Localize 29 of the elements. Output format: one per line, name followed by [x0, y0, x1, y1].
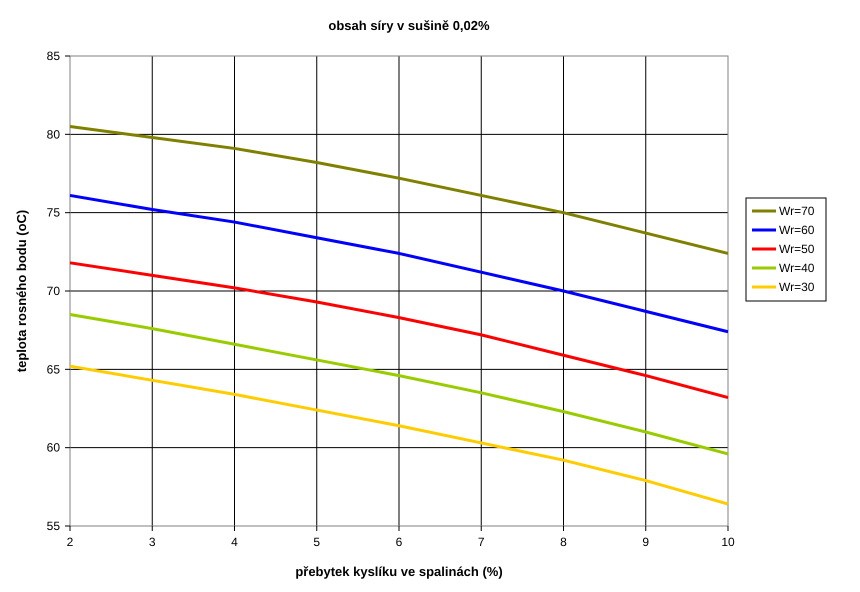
- line-series: [68, 261, 730, 400]
- x-tick-label: 2: [66, 535, 74, 549]
- legend-label: Wr=40: [779, 261, 815, 275]
- line-series: [68, 194, 730, 334]
- y-axis-title: teplota rosného bodu (oC): [14, 210, 29, 372]
- y-tick-label: 85: [46, 49, 60, 63]
- x-tick-label: 6: [396, 535, 403, 549]
- x-axis-title: přebytek kyslíku ve spalinách (%): [295, 564, 503, 579]
- y-tick-label: 70: [46, 284, 60, 298]
- x-tick-label: 8: [560, 535, 568, 549]
- y-tick-label: 75: [46, 206, 60, 220]
- x-tick-label: 4: [231, 535, 238, 549]
- line-series: [68, 364, 730, 506]
- y-tick-label: 55: [46, 519, 60, 533]
- y-tick-label: 65: [46, 362, 60, 376]
- x-tick-label: 7: [478, 535, 485, 549]
- chart-title: obsah síry v sušině 0,02%: [328, 18, 490, 33]
- x-tick-label: 9: [642, 535, 650, 549]
- legend-label: Wr=30: [779, 280, 815, 294]
- x-tick-label: 3: [148, 535, 156, 549]
- legend-label: Wr=70: [779, 204, 815, 218]
- legend-label: Wr=60: [779, 223, 815, 237]
- line-series: [68, 313, 730, 456]
- x-tick-label: 10: [721, 535, 735, 549]
- y-tick-label: 60: [46, 440, 60, 455]
- y-tick-label: 80: [46, 127, 60, 142]
- line-series: [68, 125, 730, 255]
- x-tick-label: 5: [313, 535, 320, 549]
- legend-label: Wr=50: [779, 242, 815, 256]
